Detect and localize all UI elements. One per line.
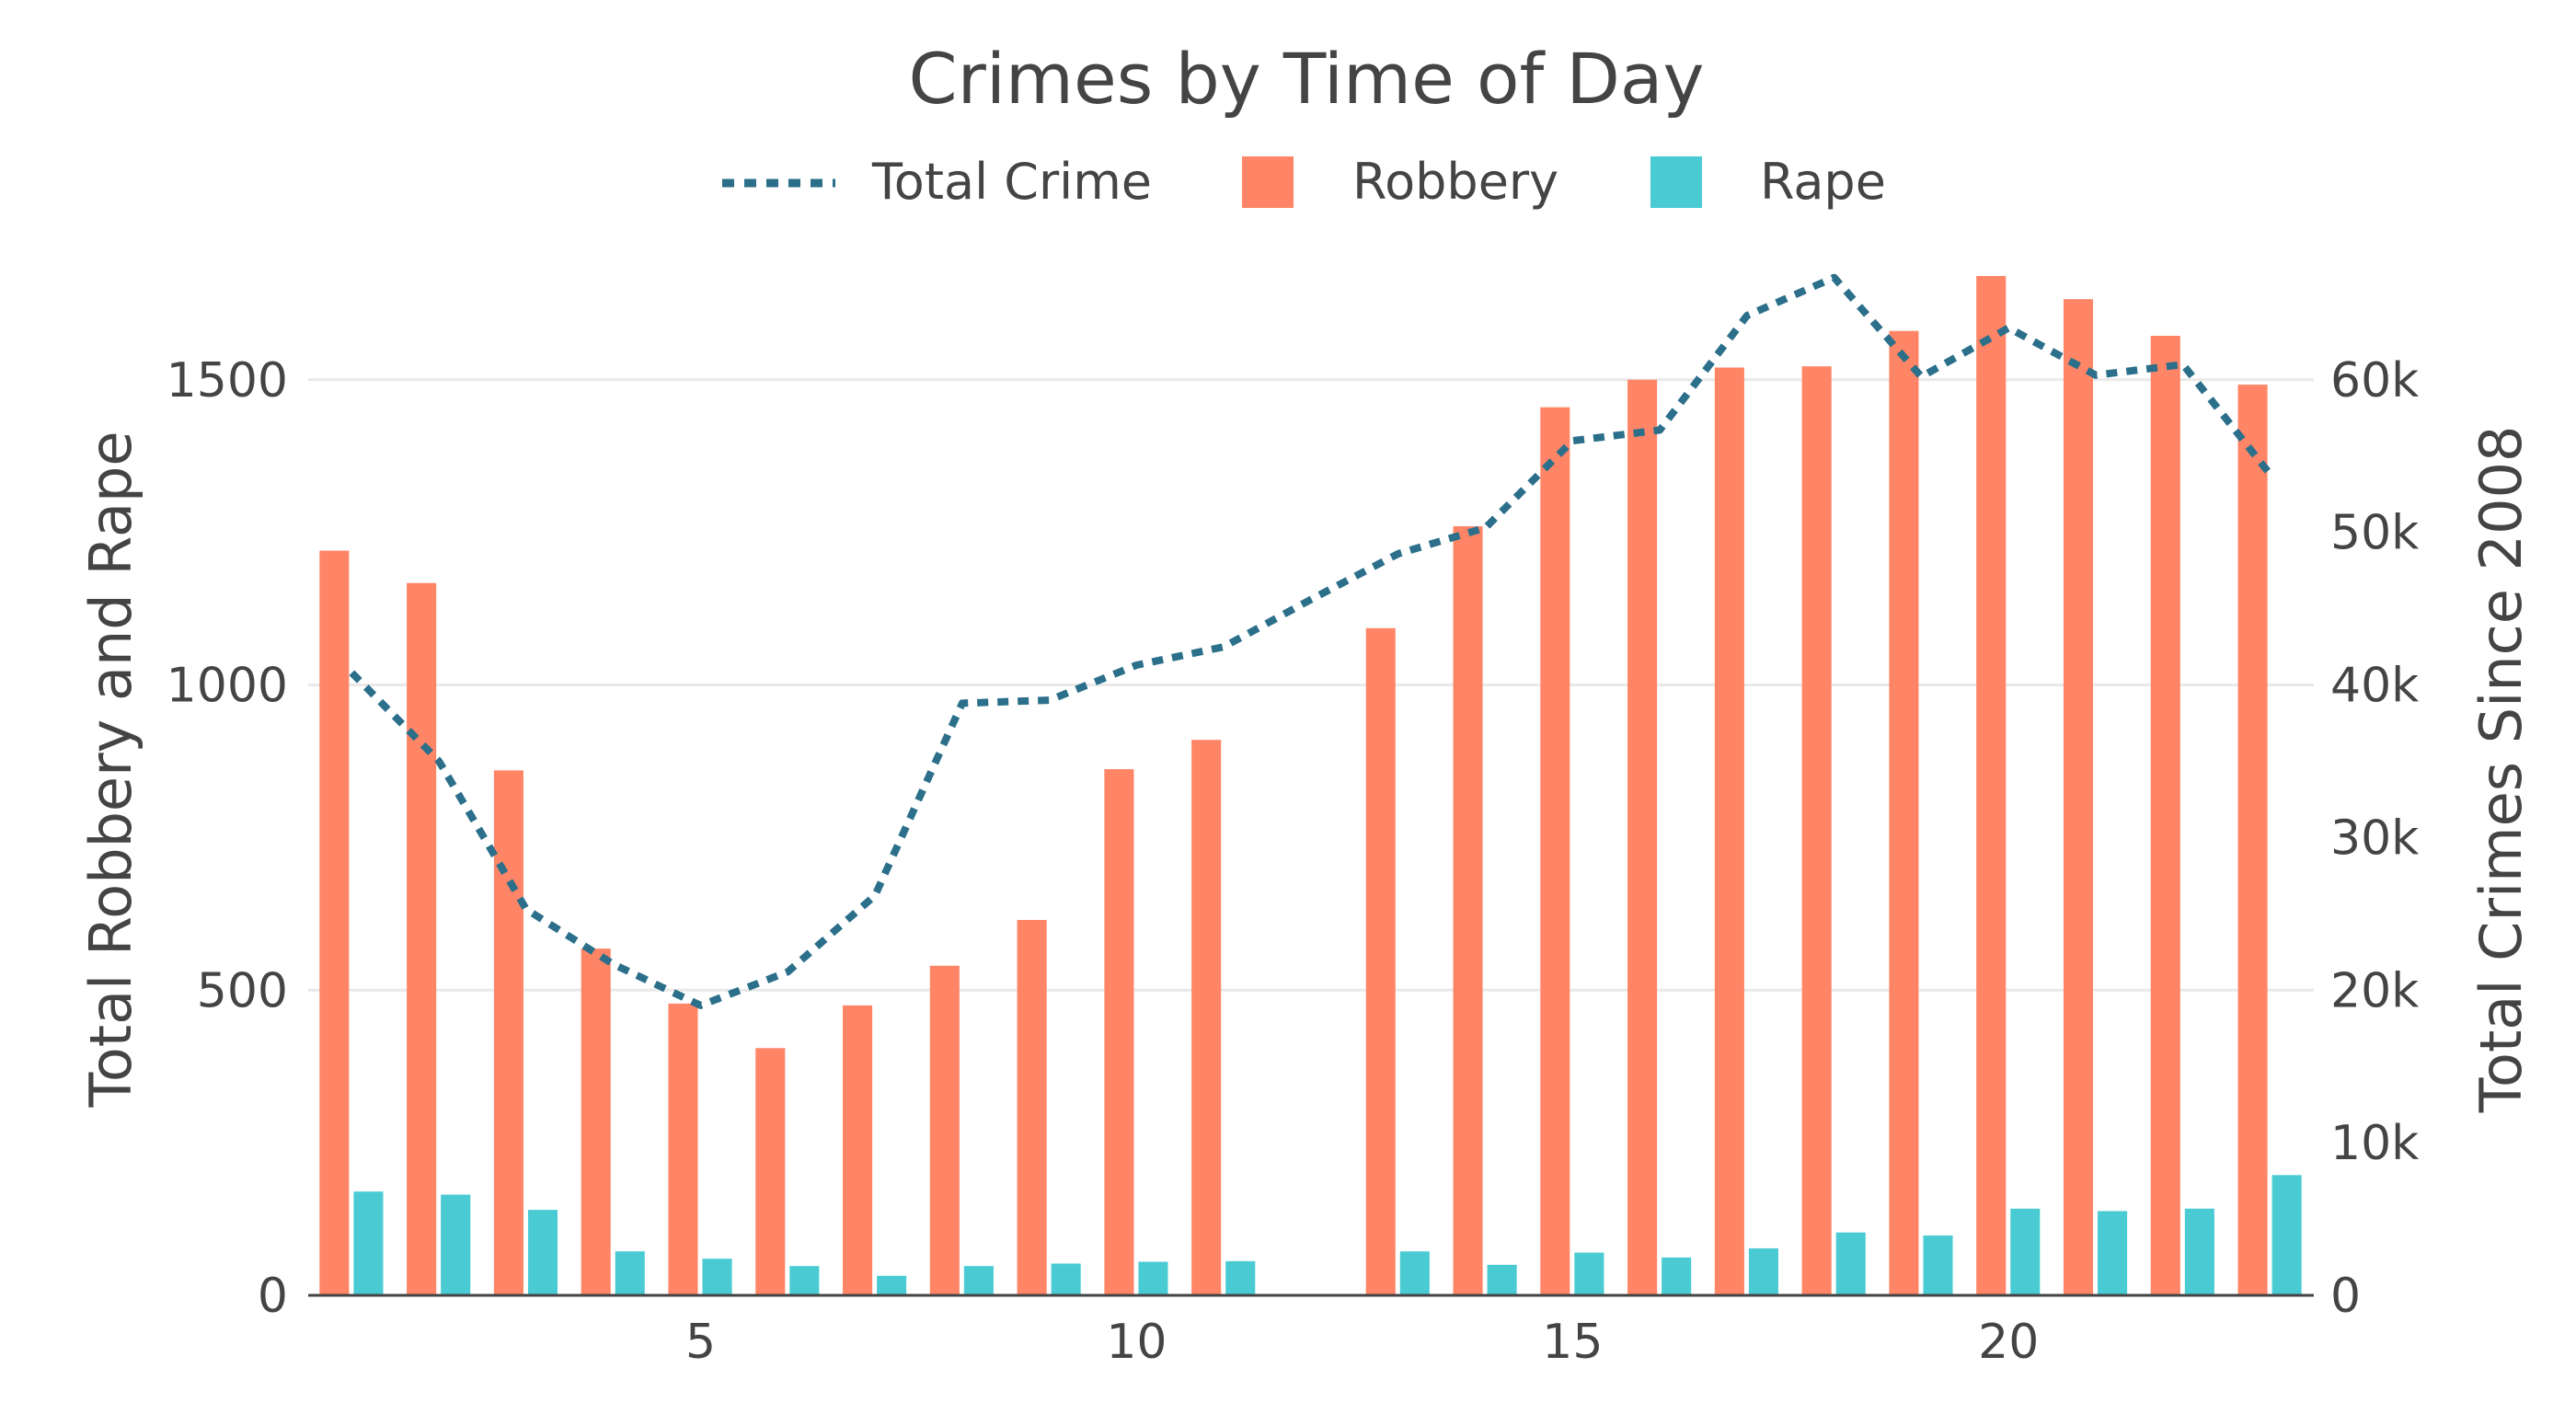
bar-rape-6 — [789, 1266, 820, 1295]
y-tick-right-20k: 20k — [2330, 963, 2419, 1018]
bar-rape-16 — [1662, 1257, 1692, 1295]
y-tick-left-1000: 1000 — [167, 659, 288, 714]
bar-robbery-6 — [755, 1048, 786, 1295]
legend-item-rape[interactable]: Rape — [1650, 153, 1886, 211]
bars — [319, 276, 2302, 1296]
bar-robbery-2 — [407, 582, 437, 1295]
bar-robbery-3 — [493, 770, 523, 1295]
y-tick-right-30k: 30k — [2330, 810, 2419, 866]
bar-rape-5 — [702, 1259, 732, 1295]
y-tick-right-0: 0 — [2330, 1269, 2361, 1324]
legend-label-rape: Rape — [1760, 153, 1886, 211]
bar-rape-8 — [963, 1266, 994, 1295]
y-axis-left-title: Total Robbery and Rape — [77, 431, 144, 1108]
bar-rape-21 — [2098, 1211, 2128, 1295]
x-tick-15: 15 — [1542, 1315, 1603, 1370]
bar-rape-13 — [1399, 1251, 1430, 1295]
bar-rape-11 — [1225, 1260, 1256, 1295]
x-tick-20: 20 — [1978, 1315, 2039, 1370]
bar-robbery-18 — [1801, 366, 1832, 1296]
y-tick-right-10k: 10k — [2330, 1116, 2419, 1171]
bar-robbery-23 — [2237, 385, 2268, 1295]
bar-rape-9 — [1051, 1263, 1081, 1295]
legend-label-total-crime: Total Crime — [871, 153, 1152, 211]
legend-swatch-rape — [1650, 156, 1702, 208]
bar-robbery-22 — [2150, 336, 2180, 1295]
y-tick-right-60k: 60k — [2330, 353, 2419, 408]
bar-rape-7 — [877, 1275, 907, 1295]
bar-robbery-17 — [1714, 367, 1744, 1295]
y-axis-right-title: Total Crimes Since 2008 — [2467, 426, 2535, 1114]
bar-rape-2 — [441, 1194, 471, 1295]
bar-rape-19 — [1923, 1235, 1953, 1295]
bar-robbery-20 — [1976, 276, 2007, 1295]
y-tick-right-40k: 40k — [2330, 659, 2419, 714]
y-tick-left-0: 0 — [258, 1269, 288, 1324]
legend-item-robbery[interactable]: Robbery — [1242, 153, 1558, 211]
legend: Total Crime Robbery Rape — [722, 153, 1886, 211]
axes: 0 500 1000 1500 0 10k 20k 30k 40k 50k 60k 5 10 15 20 — [167, 353, 2420, 1370]
bar-rape-15 — [1574, 1252, 1604, 1295]
chart-title: Crimes by Time of Day — [909, 38, 1705, 120]
bar-robbery-11 — [1191, 740, 1222, 1295]
bar-rape-20 — [2010, 1208, 2041, 1295]
bar-robbery-16 — [1627, 379, 1658, 1295]
legend-swatch-robbery — [1242, 156, 1294, 208]
bar-robbery-21 — [2063, 299, 2094, 1296]
bar-robbery-1 — [319, 550, 350, 1295]
bar-robbery-7 — [843, 1005, 873, 1295]
bar-robbery-8 — [929, 965, 960, 1295]
x-tick-5: 5 — [685, 1315, 716, 1370]
bar-rape-10 — [1138, 1261, 1168, 1295]
bar-robbery-10 — [1104, 769, 1134, 1295]
legend-label-robbery: Robbery — [1352, 153, 1558, 211]
legend-item-total-crime[interactable]: Total Crime — [722, 153, 1152, 211]
bar-rape-4 — [615, 1251, 645, 1295]
total-crime-line-layer — [349, 273, 2273, 1009]
bar-robbery-5 — [668, 1003, 698, 1295]
y-tick-right-50k: 50k — [2330, 506, 2419, 561]
bar-rape-1 — [353, 1191, 384, 1295]
total-crime-line — [349, 273, 2273, 1009]
bar-robbery-13 — [1365, 627, 1396, 1295]
bar-rape-18 — [1835, 1232, 1866, 1295]
y-tick-left-1500: 1500 — [167, 353, 288, 408]
bar-rape-14 — [1487, 1264, 1517, 1295]
bar-robbery-19 — [1889, 330, 1919, 1295]
x-tick-10: 10 — [1106, 1315, 1167, 1370]
bar-rape-22 — [2184, 1208, 2214, 1295]
bar-rape-23 — [2271, 1175, 2302, 1295]
bar-rape-17 — [1748, 1247, 1778, 1295]
y-tick-left-500: 500 — [197, 963, 288, 1018]
gridlines — [308, 378, 2314, 992]
bar-robbery-15 — [1540, 407, 1570, 1295]
bar-robbery-14 — [1453, 526, 1483, 1295]
bar-rape-3 — [527, 1210, 558, 1295]
bar-robbery-4 — [581, 948, 611, 1295]
bar-robbery-9 — [1017, 919, 1047, 1295]
